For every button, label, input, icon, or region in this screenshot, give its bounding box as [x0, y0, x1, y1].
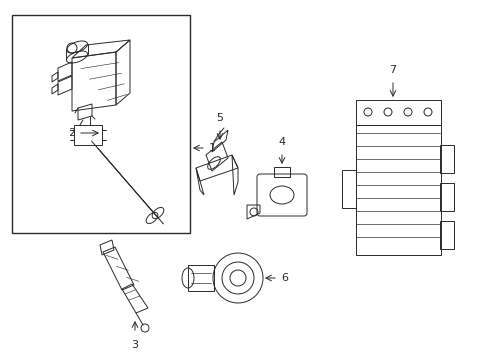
Bar — [440, 145, 454, 173]
Text: 2: 2 — [68, 128, 75, 138]
Text: 1: 1 — [209, 143, 216, 153]
Text: 7: 7 — [390, 65, 396, 75]
Bar — [356, 125, 441, 255]
Bar — [188, 265, 214, 291]
Bar — [356, 100, 441, 125]
Text: 6: 6 — [281, 273, 288, 283]
Bar — [440, 183, 454, 211]
Bar — [440, 221, 454, 249]
Bar — [12, 15, 190, 233]
Text: 4: 4 — [278, 137, 286, 147]
Text: 3: 3 — [131, 340, 139, 350]
Bar — [274, 167, 290, 177]
Text: 5: 5 — [217, 113, 223, 123]
Bar — [74, 125, 102, 145]
Bar — [342, 170, 356, 208]
